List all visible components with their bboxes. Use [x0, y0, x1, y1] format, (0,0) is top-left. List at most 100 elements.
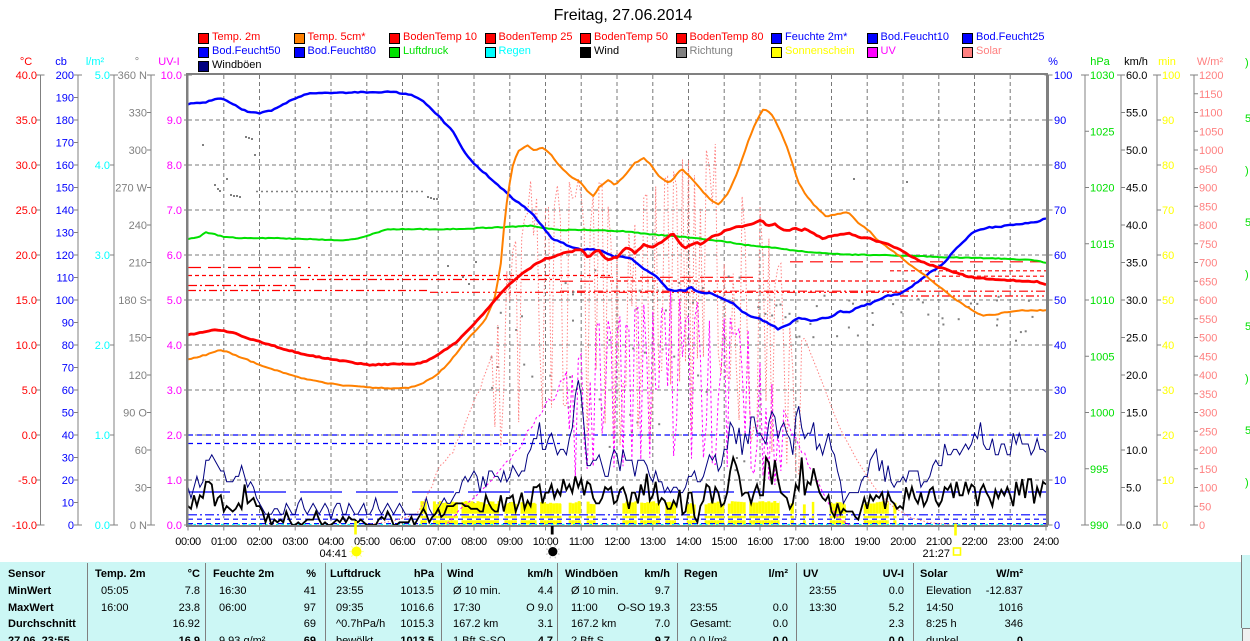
- svg-text:1.0: 1.0: [95, 430, 110, 442]
- svg-text:5.0: 5.0: [22, 385, 37, 397]
- svg-text:150: 150: [56, 183, 74, 195]
- svg-text:30: 30: [1162, 385, 1174, 397]
- svg-text:1150: 1150: [1199, 89, 1223, 101]
- svg-text:09:00: 09:00: [497, 536, 523, 548]
- svg-text:10.0: 10.0: [16, 340, 37, 352]
- svg-text:10: 10: [1162, 475, 1174, 487]
- svg-text:130: 130: [56, 228, 74, 240]
- svg-text:170: 170: [56, 138, 74, 150]
- svg-text:800: 800: [1199, 220, 1217, 232]
- svg-text:3.0: 3.0: [95, 250, 110, 262]
- svg-text:05:00: 05:00: [354, 536, 380, 548]
- svg-text:4.0: 4.0: [167, 340, 182, 352]
- svg-text:30: 30: [62, 453, 74, 465]
- svg-text:2.0: 2.0: [167, 430, 182, 442]
- svg-text:): ): [1245, 57, 1249, 69]
- svg-text:0: 0: [1199, 520, 1205, 532]
- svg-text:10.0: 10.0: [161, 70, 182, 82]
- svg-text:90: 90: [1162, 115, 1174, 127]
- svg-text:°C: °C: [20, 56, 32, 68]
- svg-text:°: °: [135, 56, 139, 68]
- svg-text:950: 950: [1199, 164, 1217, 176]
- svg-text:60: 60: [62, 385, 74, 397]
- svg-text:180: 180: [56, 115, 74, 127]
- svg-text:20.0: 20.0: [16, 250, 37, 262]
- svg-text:0.0: 0.0: [95, 520, 110, 532]
- svg-text:700: 700: [1199, 258, 1217, 270]
- svg-text:22:00: 22:00: [962, 536, 988, 548]
- svg-text:9.0: 9.0: [167, 115, 182, 127]
- svg-text:1.0: 1.0: [167, 475, 182, 487]
- svg-text:07:00: 07:00: [425, 536, 451, 548]
- svg-text:15.0: 15.0: [16, 295, 37, 307]
- svg-text:1015: 1015: [1090, 239, 1114, 251]
- svg-text:20.0: 20.0: [1126, 370, 1147, 382]
- svg-text:50: 50: [1199, 501, 1211, 513]
- svg-text:5: 5: [1245, 425, 1250, 437]
- svg-text:5: 5: [1245, 217, 1250, 229]
- svg-text:900: 900: [1199, 183, 1217, 195]
- svg-text:20:00: 20:00: [890, 536, 916, 548]
- svg-text:20: 20: [1162, 430, 1174, 442]
- svg-text:60: 60: [1054, 250, 1066, 262]
- svg-text:100: 100: [56, 295, 74, 307]
- svg-text:990: 990: [1090, 520, 1108, 532]
- svg-text:17:00: 17:00: [783, 536, 809, 548]
- svg-text:10:00: 10:00: [533, 536, 559, 548]
- svg-text:20: 20: [1054, 430, 1066, 442]
- svg-text:210: 210: [129, 258, 147, 270]
- svg-text:150: 150: [1199, 464, 1217, 476]
- svg-text:4.0: 4.0: [95, 160, 110, 172]
- svg-text:10: 10: [1054, 475, 1066, 487]
- svg-text:04:00: 04:00: [318, 536, 344, 548]
- svg-text:400: 400: [1199, 370, 1217, 382]
- svg-text:70: 70: [62, 363, 74, 375]
- svg-text:50: 50: [62, 408, 74, 420]
- svg-text:%: %: [1048, 56, 1058, 68]
- svg-text:650: 650: [1199, 276, 1217, 288]
- svg-text:40: 40: [1162, 340, 1174, 352]
- svg-text:12:00: 12:00: [604, 536, 630, 548]
- svg-text:0: 0: [1162, 520, 1168, 532]
- svg-text:1010: 1010: [1090, 295, 1114, 307]
- svg-text:30.0: 30.0: [16, 160, 37, 172]
- svg-text:90: 90: [1054, 115, 1066, 127]
- svg-text:10: 10: [62, 498, 74, 510]
- svg-text:30: 30: [1054, 385, 1066, 397]
- svg-text:35.0: 35.0: [1126, 258, 1147, 270]
- svg-text:90: 90: [62, 318, 74, 330]
- svg-text:120: 120: [129, 370, 147, 382]
- svg-text:06:00: 06:00: [390, 536, 416, 548]
- svg-text:15:00: 15:00: [711, 536, 737, 548]
- svg-text:5.0: 5.0: [1126, 483, 1141, 495]
- svg-text:21:27: 21:27: [922, 548, 950, 560]
- svg-text:): ): [1245, 269, 1249, 281]
- svg-text:50: 50: [1162, 295, 1174, 307]
- svg-text:3.0: 3.0: [167, 385, 182, 397]
- svg-text:1100: 1100: [1199, 108, 1223, 120]
- svg-text:100: 100: [1199, 483, 1217, 495]
- svg-text:15.0: 15.0: [1126, 408, 1147, 420]
- svg-text:60: 60: [1162, 250, 1174, 262]
- svg-text:1050: 1050: [1199, 126, 1223, 138]
- svg-text:200: 200: [1199, 445, 1217, 457]
- svg-text:80: 80: [62, 340, 74, 352]
- svg-text:-10.0: -10.0: [12, 520, 37, 532]
- svg-text:190: 190: [56, 93, 74, 105]
- svg-text:80: 80: [1054, 160, 1066, 172]
- svg-text:min: min: [1158, 56, 1176, 68]
- svg-text:11:00: 11:00: [569, 536, 594, 548]
- svg-text:16:00: 16:00: [747, 536, 773, 548]
- svg-text:500: 500: [1199, 333, 1217, 345]
- svg-text:300: 300: [129, 145, 147, 157]
- svg-text:750: 750: [1199, 239, 1217, 251]
- svg-text:60: 60: [135, 445, 147, 457]
- svg-text:2.0: 2.0: [95, 340, 110, 352]
- svg-text:1000: 1000: [1199, 145, 1223, 157]
- svg-text:): ): [1245, 477, 1249, 489]
- svg-text:550: 550: [1199, 314, 1217, 326]
- svg-text:30.0: 30.0: [1126, 295, 1147, 307]
- svg-text:5.0: 5.0: [95, 70, 110, 82]
- svg-text:35.0: 35.0: [16, 115, 37, 127]
- svg-text:160: 160: [56, 160, 74, 172]
